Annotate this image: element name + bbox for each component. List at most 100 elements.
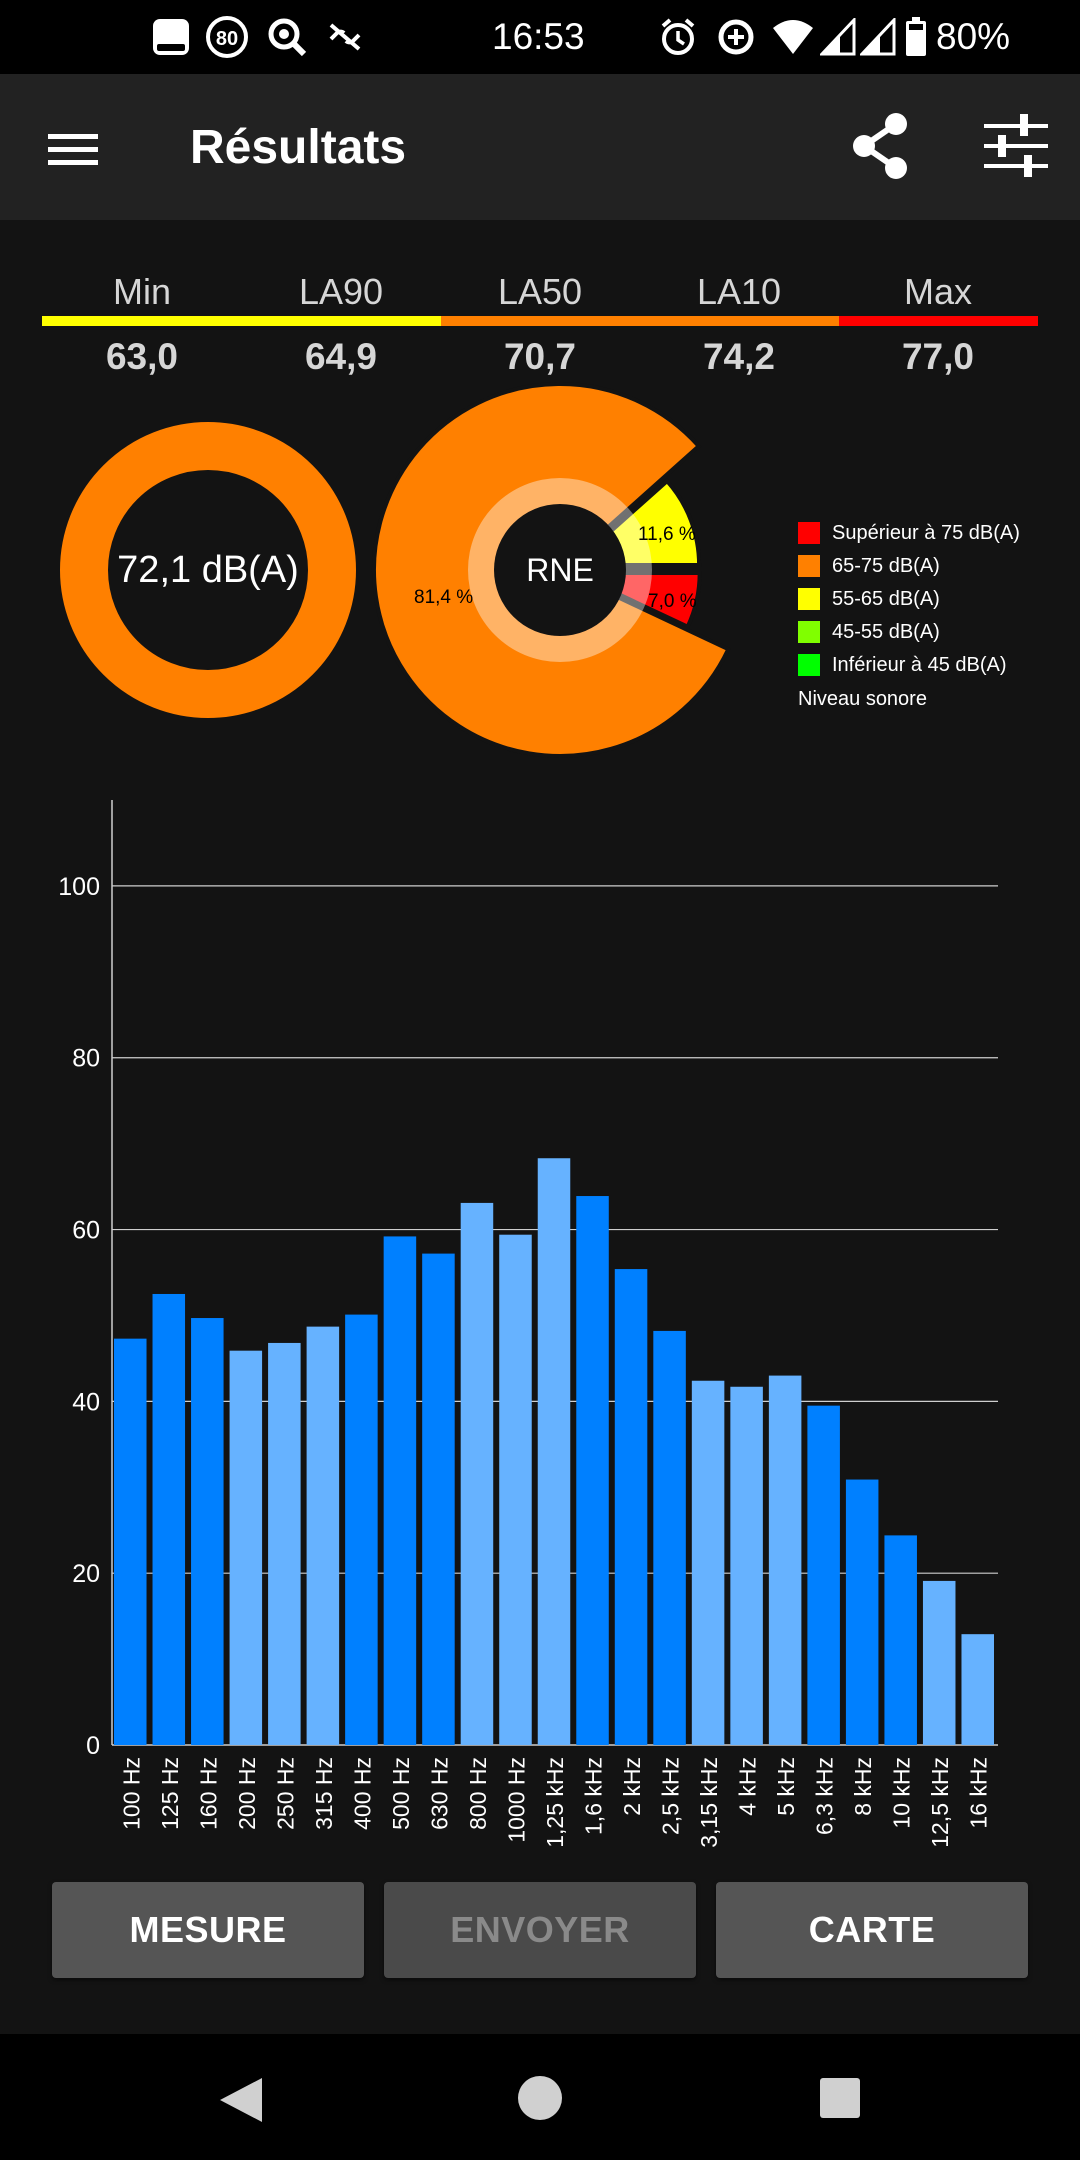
- x-tick-label: 10 kHz: [889, 1757, 915, 1829]
- bar-21: [884, 1535, 917, 1745]
- leq-donut: [60, 422, 356, 718]
- y-tick-label: 100: [58, 873, 100, 901]
- x-tick-label: 16 kHz: [966, 1757, 992, 1829]
- share-icon: [853, 113, 907, 179]
- stat-la10-label: LA10: [696, 271, 782, 312]
- stat-max-label: Max: [903, 271, 972, 312]
- envoyer-button[interactable]: ENVOYER: [384, 1882, 696, 1978]
- x-tick-label: 160 Hz: [195, 1757, 221, 1830]
- x-tick-label: 200 Hz: [234, 1757, 260, 1830]
- bar-5: [268, 1342, 301, 1745]
- mesure-button[interactable]: MESURE: [52, 1882, 364, 1978]
- alarm-icon: [656, 14, 700, 60]
- bar-14: [614, 1269, 648, 1745]
- bar-18: [768, 1375, 802, 1745]
- legend-swatch: [798, 654, 820, 676]
- menu-button[interactable]: [30, 114, 116, 180]
- link-off-icon: [322, 14, 368, 60]
- leq-value: 72,1 dB(A): [117, 549, 299, 591]
- rne-slice-label-yellow: 11,6 %: [638, 524, 696, 545]
- x-tick-label: 3,15 kHz: [696, 1757, 722, 1848]
- home-circle-icon[interactable]: [516, 2074, 564, 2122]
- x-tick-label: 1,25 kHz: [542, 1757, 568, 1848]
- stat-min-value: 63,0: [105, 336, 178, 377]
- bar-3: [191, 1318, 224, 1745]
- legend-swatch: [798, 588, 820, 610]
- clock: 16:53: [492, 16, 585, 57]
- legend-item: 45-55 dB(A): [798, 617, 940, 647]
- x-tick-label: 4 kHz: [735, 1757, 761, 1816]
- legend-swatch: [798, 621, 820, 643]
- bar-12: [537, 1158, 571, 1745]
- status-bar: 80 16:53 80%: [0, 0, 1080, 74]
- x-tick-label: 8 kHz: [850, 1757, 876, 1816]
- stat-la10-value: 74,2: [702, 336, 775, 377]
- bar-23: [961, 1634, 994, 1745]
- x-tick-label: 400 Hz: [349, 1757, 375, 1830]
- level-bar-yellow: [42, 316, 441, 326]
- y-tick-label: 0: [86, 1732, 100, 1760]
- spectrum-bar-chart: 0 20 40 60 80 100 100 Hz 125 Hz 160 Hz 200 Hz 250…: [58, 800, 998, 1848]
- x-tick-label: 800 Hz: [465, 1757, 491, 1830]
- speed-badge-text: 80: [216, 28, 238, 50]
- bar-4: [229, 1350, 263, 1745]
- legend-label: Supérieur à 75 dB(A): [832, 521, 1020, 544]
- hamburger-menu-icon: [48, 134, 98, 165]
- signal-icon: [858, 14, 898, 60]
- bar-8: [383, 1236, 417, 1745]
- bar-11: [499, 1234, 532, 1745]
- bar-17: [730, 1386, 763, 1745]
- bar-7: [345, 1314, 378, 1745]
- legend-label: Inférieur à 45 dB(A): [832, 653, 1007, 676]
- level-bar-orange: [441, 316, 839, 326]
- x-tick-label: 500 Hz: [388, 1757, 414, 1830]
- app-bar: Résultats: [0, 74, 1080, 220]
- bar-16: [691, 1380, 725, 1745]
- x-tick-label: 125 Hz: [157, 1757, 183, 1830]
- bar-2: [152, 1293, 186, 1745]
- notification-card-icon: [150, 14, 192, 60]
- x-tick-label: 5 kHz: [773, 1757, 799, 1816]
- x-tick-label: 315 Hz: [311, 1757, 337, 1830]
- navigation-bar: [0, 2034, 1080, 2160]
- x-tick-label: 1,6 kHz: [581, 1757, 607, 1835]
- bar-6: [306, 1326, 340, 1745]
- x-tick-label: 1000 Hz: [503, 1757, 529, 1843]
- x-tick-label: 6,3 kHz: [812, 1757, 838, 1835]
- data-saver-icon: [714, 14, 758, 60]
- legend-item: Inférieur à 45 dB(A): [798, 650, 1007, 680]
- y-tick-label: 20: [72, 1560, 100, 1588]
- stat-max-value: 77,0: [901, 336, 974, 377]
- x-tick-label: 2 kHz: [619, 1757, 645, 1816]
- y-tick-label: 80: [72, 1045, 100, 1073]
- share-button[interactable]: [840, 104, 920, 188]
- x-tick-label: 250 Hz: [272, 1757, 298, 1830]
- legend-label: 55-65 dB(A): [832, 587, 940, 610]
- carte-button[interactable]: CARTE: [716, 1882, 1028, 1978]
- rne-donut: [372, 382, 731, 758]
- legend-label: 45-55 dB(A): [832, 620, 940, 643]
- bar-19: [807, 1405, 840, 1745]
- rne-hole: [494, 504, 626, 636]
- legend-label: 65-75 dB(A): [832, 554, 940, 577]
- search-settings-icon: [264, 14, 310, 60]
- stat-la50-label: LA50: [497, 271, 583, 312]
- stat-la90-value: 64,9: [304, 336, 377, 377]
- stat-la50-value: 70,7: [503, 336, 576, 377]
- recents-square-icon[interactable]: [818, 2076, 862, 2120]
- stat-la90-label: LA90: [298, 271, 384, 312]
- back-triangle-icon[interactable]: [214, 2074, 266, 2126]
- rne-slice-label-red: 7,0 %: [648, 591, 697, 612]
- legend-swatch: [798, 522, 820, 544]
- legend-item: 65-75 dB(A): [798, 551, 940, 581]
- settings-button[interactable]: [972, 104, 1060, 188]
- bar-15: [653, 1330, 686, 1745]
- leq-ring: [60, 422, 356, 718]
- x-tick-label: 12,5 kHz: [927, 1757, 953, 1848]
- rne-slice-label-orange: 81,4 %: [414, 587, 474, 608]
- bar-1: [114, 1338, 147, 1745]
- bar-20: [845, 1479, 879, 1745]
- x-tick-label: 100 Hz: [118, 1757, 144, 1830]
- speed-limit-80-icon: 80: [204, 14, 250, 60]
- x-tick-label: 630 Hz: [426, 1757, 452, 1830]
